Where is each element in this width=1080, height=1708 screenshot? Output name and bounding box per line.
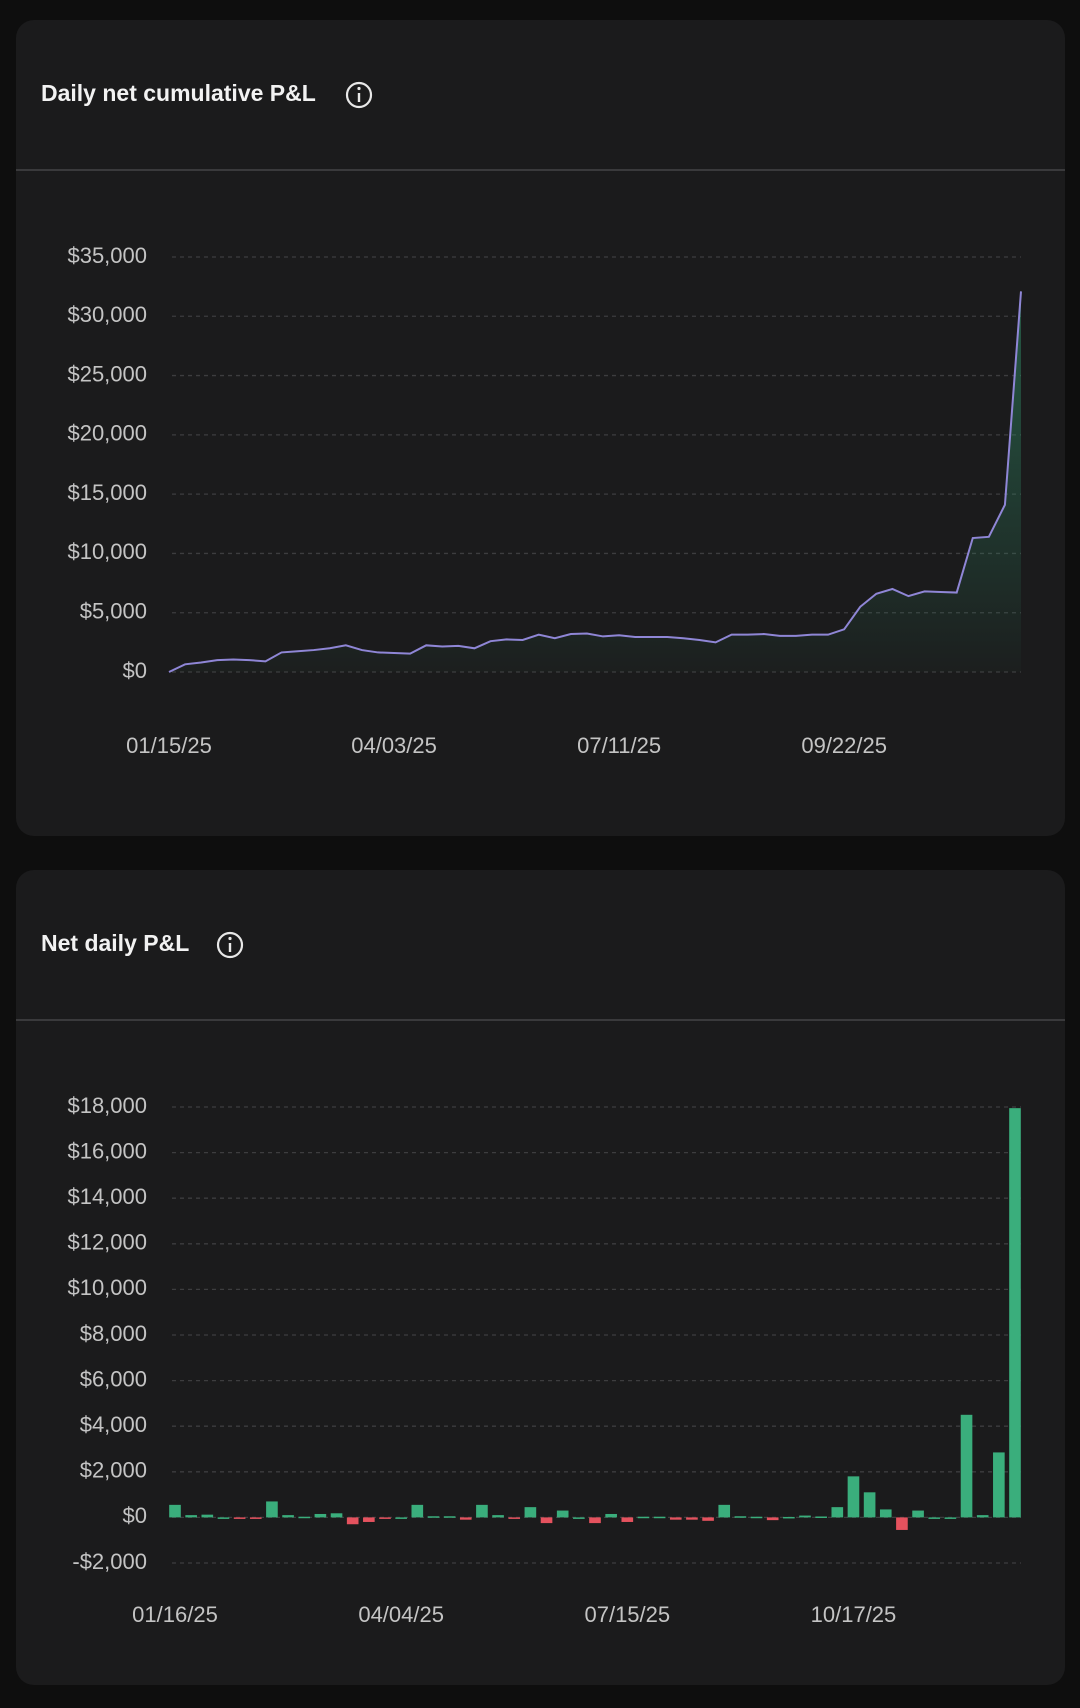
bar <box>799 1515 811 1518</box>
x-tick-label: 04/04/25 <box>358 1602 444 1627</box>
area <box>169 291 1021 672</box>
bar <box>540 1517 553 1524</box>
bar <box>298 1516 311 1519</box>
info-icon[interactable] <box>216 931 244 959</box>
bar <box>492 1515 504 1518</box>
bar <box>346 1517 359 1525</box>
bar <box>847 1476 860 1518</box>
bar <box>718 1504 731 1518</box>
y-tick-label: $12,000 <box>67 1230 147 1255</box>
y-tick-label: $16,000 <box>67 1138 147 1163</box>
bar <box>686 1517 698 1520</box>
y-tick-label: $4,000 <box>80 1412 147 1437</box>
bar <box>976 1515 989 1518</box>
x-tick-label: 07/11/25 <box>577 733 661 758</box>
x-tick-label: 01/15/25 <box>126 733 212 758</box>
bar <box>960 1414 973 1518</box>
bar <box>669 1517 682 1520</box>
bar <box>282 1515 294 1518</box>
x-tick-label: 10/17/25 <box>811 1602 897 1627</box>
bar <box>831 1507 844 1518</box>
y-tick-label: $14,000 <box>67 1184 147 1209</box>
bar <box>411 1504 424 1518</box>
bar <box>621 1517 634 1522</box>
bar <box>993 1452 1005 1518</box>
bar <box>524 1507 537 1518</box>
bar <box>637 1516 650 1519</box>
bar <box>928 1517 941 1519</box>
bar <box>750 1516 763 1519</box>
card-title: Net daily P&L <box>41 930 189 956</box>
bar <box>912 1510 924 1518</box>
bar <box>508 1517 521 1519</box>
bar <box>476 1504 488 1518</box>
y-tick-label: $25,000 <box>67 361 147 386</box>
bar <box>443 1516 456 1518</box>
bar <box>589 1517 601 1524</box>
x-tick-label: 09/22/25 <box>801 733 887 758</box>
y-tick-label: $20,000 <box>67 421 147 446</box>
bar <box>266 1501 278 1518</box>
bar <box>169 1504 181 1518</box>
y-tick-label: $6,000 <box>80 1366 147 1391</box>
bar <box>863 1492 876 1518</box>
x-tick-label: 04/03/25 <box>351 733 437 758</box>
bar <box>379 1517 391 1519</box>
card-title: Daily net cumulative P&L <box>41 80 316 106</box>
y-tick-label: $30,000 <box>67 302 147 327</box>
bar <box>363 1517 375 1522</box>
bar <box>944 1517 957 1519</box>
bar <box>249 1517 262 1519</box>
bar <box>879 1509 892 1518</box>
bar <box>395 1517 407 1519</box>
y-tick-label: $8,000 <box>80 1321 147 1346</box>
y-tick-label: -$2,000 <box>72 1549 147 1574</box>
info-icon[interactable] <box>345 81 373 109</box>
bar <box>330 1513 343 1518</box>
x-tick-label: 07/15/25 <box>584 1602 670 1627</box>
bar <box>605 1513 617 1518</box>
y-tick-label: $10,000 <box>67 1275 147 1300</box>
bar <box>427 1516 440 1518</box>
bar <box>185 1515 197 1518</box>
bar <box>766 1517 779 1521</box>
y-tick-label: $18,000 <box>67 1093 147 1118</box>
bar <box>556 1510 569 1518</box>
bar <box>896 1517 908 1530</box>
card <box>16 870 1065 1685</box>
bar <box>1009 1108 1021 1518</box>
bar <box>233 1517 246 1519</box>
bar <box>217 1517 230 1519</box>
card <box>16 20 1065 836</box>
bar <box>783 1516 795 1519</box>
y-tick-label: $0 <box>123 1503 147 1528</box>
y-tick-label: $10,000 <box>67 539 147 564</box>
bar <box>201 1514 214 1518</box>
y-tick-label: $2,000 <box>80 1458 147 1483</box>
bar <box>573 1517 585 1519</box>
bar <box>459 1517 472 1520</box>
bar <box>314 1513 327 1518</box>
y-tick-label: $0 <box>123 658 147 683</box>
y-tick-label: $35,000 <box>67 243 147 268</box>
bar <box>815 1516 827 1518</box>
x-tick-label: 01/16/25 <box>132 1602 218 1627</box>
line <box>168 291 1022 673</box>
bar <box>702 1517 714 1521</box>
bar <box>653 1516 666 1519</box>
bar <box>734 1516 747 1518</box>
y-tick-label: $15,000 <box>67 480 147 505</box>
y-tick-label: $5,000 <box>80 599 147 624</box>
